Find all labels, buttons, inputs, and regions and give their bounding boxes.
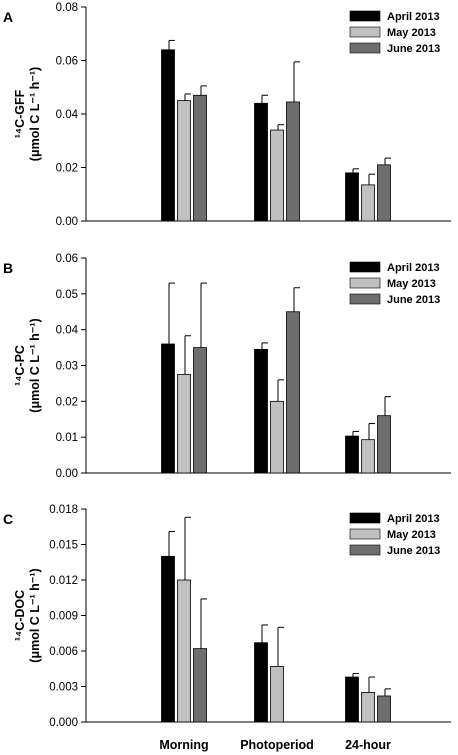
y-tick-label: 0.018	[49, 504, 78, 516]
legend-label: June 2013	[387, 545, 440, 557]
y-tick-label: 0.08	[56, 2, 78, 14]
bar	[286, 101, 300, 222]
bar	[177, 374, 191, 474]
y-axis-title: ¹⁴C-PC(μmol C L⁻¹ h⁻¹)	[13, 318, 42, 412]
y-axis-title-line: ¹⁴C-DOC	[13, 590, 27, 641]
y-tick-label: 0.04	[56, 325, 79, 337]
x-category-label: 24-hour	[345, 738, 391, 752]
legend-label: May 2013	[387, 278, 436, 290]
y-tick-label: 0.003	[49, 682, 78, 694]
y-tick-label: 0.06	[56, 56, 78, 68]
legend-label: May 2013	[387, 27, 436, 39]
y-tick-label: 0.012	[49, 575, 78, 587]
bar	[161, 555, 175, 723]
bar	[377, 415, 391, 474]
bar	[361, 692, 375, 723]
bar	[161, 343, 175, 474]
y-tick-label: 0.000	[49, 717, 78, 729]
y-tick-label: 0.04	[56, 109, 79, 121]
bar	[345, 435, 359, 474]
bar	[193, 94, 207, 222]
bar	[377, 695, 391, 723]
legend-swatch	[349, 544, 381, 556]
panel-c: C 0.000 0.003 0.006 0.009 0.012 0.015 0.018 ¹⁴C-…	[3, 504, 451, 729]
y-tick-label: 0.006	[49, 646, 78, 658]
legend-label: April 2013	[387, 513, 440, 525]
bar	[270, 129, 284, 222]
legend-label: April 2013	[387, 262, 440, 274]
panel-letter: A	[3, 9, 13, 25]
bar	[254, 102, 268, 222]
bar	[177, 100, 191, 222]
y-axis-title: ¹⁴C-GFF(μmol C L⁻¹ h⁻¹)	[13, 67, 42, 161]
y-axis-title-line: (μmol C L⁻¹ h⁻¹)	[28, 318, 42, 412]
bar	[361, 184, 375, 222]
bar	[161, 49, 175, 222]
y-tick-label: 0.02	[56, 396, 78, 408]
y-axis-title: ¹⁴C-DOC(μmol C L⁻¹ h⁻¹)	[13, 568, 42, 662]
bar	[193, 648, 207, 723]
y-tick-label: 0.00	[56, 216, 78, 228]
legend-swatch	[349, 512, 381, 524]
legend-swatch	[349, 293, 381, 305]
bar	[177, 579, 191, 723]
bar	[361, 439, 375, 474]
bar	[254, 642, 268, 723]
bar	[286, 311, 300, 474]
y-tick-label: 0.03	[56, 361, 78, 373]
bar	[345, 172, 359, 222]
bar	[345, 676, 359, 723]
legend-label: May 2013	[387, 529, 436, 541]
panel-a: A 0.00 0.02 0.04 0.06 0.08 ¹⁴C-GFF(μmol C L⁻¹ …	[3, 2, 451, 228]
y-axis-title-line: (μmol C L⁻¹ h⁻¹)	[28, 568, 42, 662]
panel-letter: C	[3, 511, 13, 527]
x-category-label: Photoperiod	[240, 738, 314, 752]
x-category-label: Morning	[159, 738, 208, 752]
legend-label: June 2013	[387, 294, 440, 306]
legend-label: April 2013	[387, 11, 440, 23]
bar	[377, 164, 391, 222]
legend-swatch	[349, 42, 381, 54]
y-tick-label: 0.009	[49, 611, 78, 623]
bar	[193, 347, 207, 474]
y-tick-label: 0.02	[56, 163, 78, 175]
y-tick-label: 0.015	[49, 540, 78, 552]
legend-swatch	[349, 528, 381, 540]
legend-label: June 2013	[387, 43, 440, 55]
legend-swatch	[349, 26, 381, 38]
y-axis-title-line: (μmol C L⁻¹ h⁻¹)	[28, 67, 42, 161]
panel-b: B 0.00 0.01 0.02 0.03 0.04 0.05 0.06 ¹⁴C-PC(μmol…	[3, 253, 451, 480]
y-tick-label: 0.00	[56, 468, 78, 480]
panel-letter: B	[3, 260, 13, 276]
bar	[270, 665, 284, 723]
bar	[270, 400, 284, 474]
y-tick-label: 0.01	[56, 432, 78, 444]
legend-swatch	[349, 261, 381, 273]
y-axis-title-line: ¹⁴C-GFF	[13, 89, 27, 138]
y-axis-title-line: ¹⁴C-PC	[13, 345, 27, 386]
y-tick-label: 0.06	[56, 253, 78, 265]
bar	[254, 348, 268, 474]
legend-swatch	[349, 10, 381, 22]
y-tick-label: 0.05	[56, 289, 78, 301]
legend-swatch	[349, 277, 381, 289]
